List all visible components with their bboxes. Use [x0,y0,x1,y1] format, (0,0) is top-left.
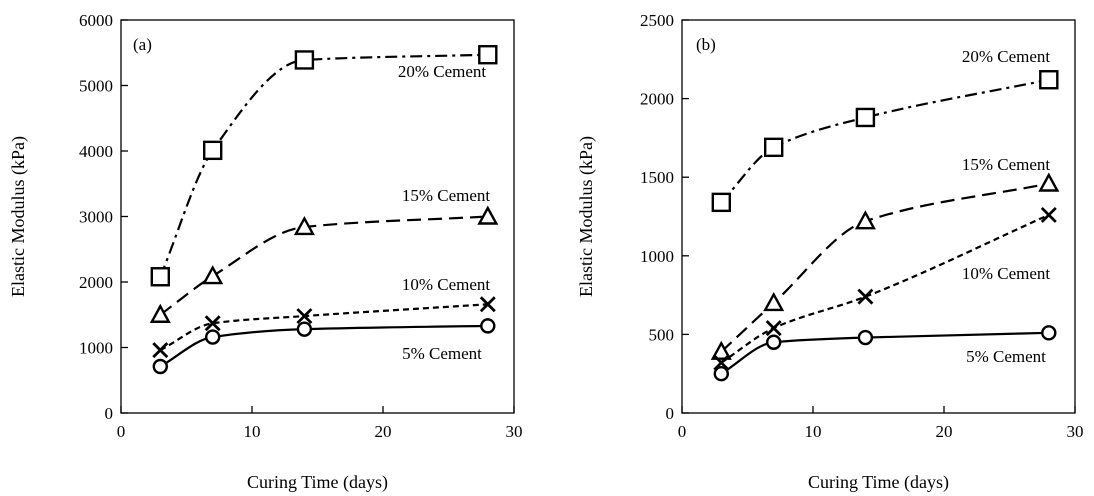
x-tick-label: 10 [244,422,261,441]
series-label: 5% Cement [402,344,482,363]
series-line [159,324,488,368]
y-tick-label: 2000 [79,273,113,292]
series-20pct-cement: 20% Cement [150,45,498,287]
data-point-circle [296,321,313,337]
series-line [159,215,488,316]
data-point-triangle [710,340,732,360]
data-point-square [711,192,731,213]
chart-panel-a: 0 10 20 30 0 1000 2000 3000 4000 5000 6000 Curing T… [8,11,523,493]
y-tick-label: 0 [105,404,114,423]
series-label: 10% Cement [402,275,491,294]
data-point-circle [480,318,496,334]
y-tick-label: 5000 [79,77,113,96]
data-point-x [857,288,874,305]
series-label: 20% Cement [962,47,1051,66]
data-point-triangle [854,210,876,230]
data-point-triangle [202,265,224,285]
y-axis-label: Elastic Modulus (kPa) [8,136,29,297]
series-label: 20% Cement [398,62,487,81]
y-tick-label: 3000 [79,208,113,227]
data-point-x [204,315,221,332]
y-tick-label: 2000 [640,90,674,109]
series-line [720,213,1050,364]
series-label: 10% Cement [962,264,1051,283]
x-tick-label: 30 [1067,422,1084,441]
y-axis-label: Elastic Modulus (kPa) [576,136,597,297]
x-tick-label: 0 [117,422,126,441]
data-point-x [1040,206,1057,223]
data-point-square [1039,70,1059,90]
data-point-x [152,342,169,359]
x-axis-label: Curing Time (days) [247,472,388,493]
data-point-circle [766,334,782,350]
y-tick-label: 4000 [79,142,113,161]
series-15pct-cement: 15% Cement [149,186,499,323]
data-point-square [294,50,315,70]
series-5pct-cement: 5% Cement [152,318,496,375]
series-label: 5% Cement [966,347,1046,366]
data-point-circle [857,329,874,346]
x-tick-label: 10 [805,422,822,441]
series-label: 15% Cement [962,155,1051,174]
data-point-triangle [149,303,171,323]
y-tick-label: 1000 [640,247,674,266]
y-tick-label: 500 [649,325,675,344]
y-tick-label: 1000 [79,339,113,358]
series-20pct-cement: 20% Cement [711,47,1059,213]
series-line [159,53,488,278]
y-tick-label: 1500 [640,168,674,187]
y-tick-label: 6000 [79,11,113,30]
y-tick-label: 2500 [640,11,674,30]
panel-label: (b) [696,35,716,54]
panel-label: (a) [133,35,152,54]
data-point-square [478,45,498,65]
x-tick-label: 20 [936,422,953,441]
chart-panel-b: 0 10 20 30 0 500 1000 1500 2000 2500 Curing Time (… [576,11,1084,493]
plot-frame [681,19,1076,414]
data-point-x [713,354,730,371]
x-tick-label: 20 [375,422,392,441]
series-line [720,78,1050,204]
data-point-circle [1041,325,1057,341]
data-point-circle [152,358,169,375]
data-point-circle [713,366,729,382]
series-line [720,331,1049,375]
y-tick-label: 0 [666,404,675,423]
x-tick-label: 0 [678,422,687,441]
series-10pct-cement: 10% Cement [152,275,496,359]
series-15pct-cement: 15% Cement [710,155,1060,360]
x-tick-label: 30 [506,422,523,441]
series-line [720,182,1050,353]
x-axis-label: Curing Time (days) [808,472,949,493]
data-point-triangle [1038,172,1060,192]
data-point-x [296,308,313,325]
series-label: 15% Cement [402,186,491,205]
data-point-triangle [763,291,785,312]
data-point-circle [204,329,221,345]
series-10pct-cement: 10% Cement [713,206,1057,371]
data-point-square [150,267,171,287]
data-point-square [202,140,223,161]
series-5pct-cement: 5% Cement [713,325,1057,382]
data-point-x [765,320,782,337]
data-point-triangle [293,215,315,236]
series-line [159,303,488,352]
data-point-square [855,107,876,128]
data-point-x [479,296,496,313]
data-point-triangle [477,205,499,225]
data-point-square [764,137,784,158]
